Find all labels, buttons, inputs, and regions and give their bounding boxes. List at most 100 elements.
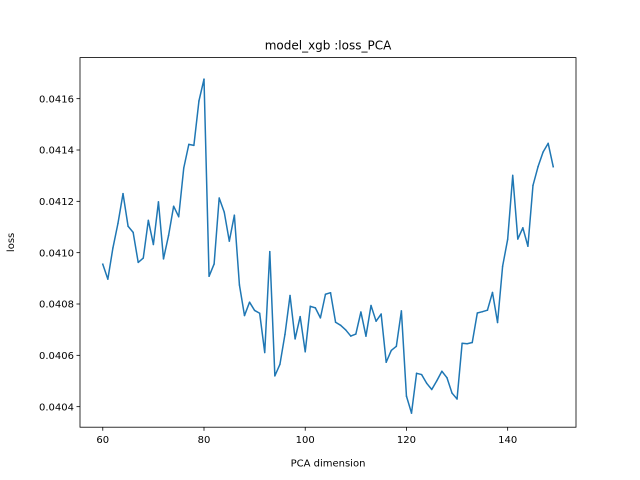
x-tick-label: 140 bbox=[498, 435, 517, 446]
data-points bbox=[102, 78, 554, 414]
data-point bbox=[122, 192, 124, 195]
data-point bbox=[223, 211, 225, 213]
data-point bbox=[405, 395, 408, 397]
data-point bbox=[228, 240, 231, 242]
data-point bbox=[137, 261, 139, 264]
data-point bbox=[107, 278, 109, 280]
data-point bbox=[517, 238, 519, 240]
data-point bbox=[162, 258, 165, 260]
data-point bbox=[339, 324, 342, 327]
data-point bbox=[390, 349, 393, 352]
data-point bbox=[395, 345, 398, 348]
data-point bbox=[466, 343, 468, 345]
loss-series-line bbox=[101, 78, 555, 414]
data-point bbox=[355, 333, 357, 335]
data-point bbox=[552, 165, 554, 168]
data-point bbox=[304, 350, 306, 353]
data-point bbox=[263, 351, 266, 354]
data-point bbox=[324, 293, 327, 295]
data-point bbox=[183, 167, 185, 169]
data-point bbox=[284, 333, 286, 336]
data-point bbox=[279, 363, 281, 366]
data-point bbox=[360, 311, 362, 313]
y-tick-label: 0.0404 bbox=[39, 402, 74, 413]
x-tick-label: 60 bbox=[96, 435, 109, 446]
data-point bbox=[501, 265, 504, 268]
data-point bbox=[132, 231, 134, 234]
data-point bbox=[329, 291, 332, 294]
data-point bbox=[425, 382, 428, 385]
x-tick-label: 100 bbox=[296, 435, 315, 446]
data-point bbox=[456, 398, 458, 400]
data-point bbox=[431, 388, 433, 391]
data-point bbox=[410, 412, 413, 414]
data-point bbox=[511, 174, 514, 177]
data-point bbox=[102, 263, 104, 265]
data-point bbox=[441, 370, 443, 372]
data-point bbox=[203, 78, 205, 80]
data-point bbox=[167, 234, 170, 237]
data-point bbox=[233, 214, 236, 216]
data-point bbox=[157, 201, 160, 203]
data-point bbox=[152, 243, 155, 246]
data-point bbox=[491, 291, 494, 294]
data-point bbox=[365, 335, 367, 337]
data-point bbox=[385, 361, 387, 364]
x-ticks: 60 80 100 120 140 bbox=[96, 427, 517, 446]
y-tick-label: 0.0406 bbox=[39, 351, 74, 362]
data-point bbox=[193, 144, 195, 147]
y-tick-label: 0.0414 bbox=[39, 146, 74, 157]
data-point bbox=[294, 338, 296, 340]
data-point bbox=[446, 376, 448, 379]
data-point bbox=[527, 245, 529, 247]
data-point bbox=[319, 317, 322, 319]
y-axis-label: loss bbox=[6, 233, 17, 252]
data-point bbox=[218, 197, 220, 199]
data-point bbox=[299, 315, 301, 318]
data-point bbox=[542, 151, 544, 153]
data-point bbox=[309, 305, 312, 308]
data-point bbox=[451, 392, 453, 394]
data-point bbox=[496, 321, 499, 324]
data-point bbox=[481, 310, 484, 313]
x-axis-label: PCA dimension bbox=[291, 459, 366, 470]
data-point bbox=[350, 335, 352, 337]
y-tick-label: 0.0408 bbox=[39, 300, 74, 311]
data-point bbox=[415, 372, 418, 375]
data-point bbox=[436, 379, 438, 382]
chart-title: model_xgb :loss_PCA bbox=[265, 39, 392, 53]
data-point bbox=[213, 263, 215, 265]
data-point bbox=[334, 321, 337, 323]
data-point bbox=[253, 309, 256, 312]
data-point bbox=[172, 205, 175, 207]
data-point bbox=[198, 100, 200, 102]
data-point bbox=[370, 304, 372, 307]
data-point bbox=[112, 247, 114, 249]
data-point bbox=[547, 142, 549, 145]
x-tick-label: 120 bbox=[397, 435, 416, 446]
data-point bbox=[375, 320, 377, 322]
data-point bbox=[117, 222, 119, 225]
data-point bbox=[471, 341, 473, 344]
data-point bbox=[142, 257, 145, 259]
data-point bbox=[248, 301, 251, 303]
x-tick-label: 80 bbox=[198, 435, 211, 446]
data-point bbox=[532, 184, 534, 187]
data-point bbox=[420, 373, 423, 376]
data-point bbox=[238, 284, 241, 286]
data-point bbox=[188, 143, 190, 146]
plot-frame bbox=[79, 57, 577, 428]
y-tick-label: 0.0416 bbox=[39, 94, 74, 105]
data-point bbox=[461, 342, 463, 345]
y-ticks: 0.0404 0.0406 0.0408 0.0410 0.0412 0.0414 0.04… bbox=[39, 94, 80, 413]
data-point bbox=[344, 329, 347, 331]
data-point bbox=[537, 165, 539, 168]
data-point bbox=[127, 225, 129, 227]
data-point bbox=[258, 312, 261, 314]
data-point bbox=[289, 294, 291, 297]
data-point bbox=[400, 310, 403, 312]
data-point bbox=[476, 312, 479, 314]
data-point bbox=[269, 250, 271, 253]
data-point bbox=[177, 215, 180, 218]
